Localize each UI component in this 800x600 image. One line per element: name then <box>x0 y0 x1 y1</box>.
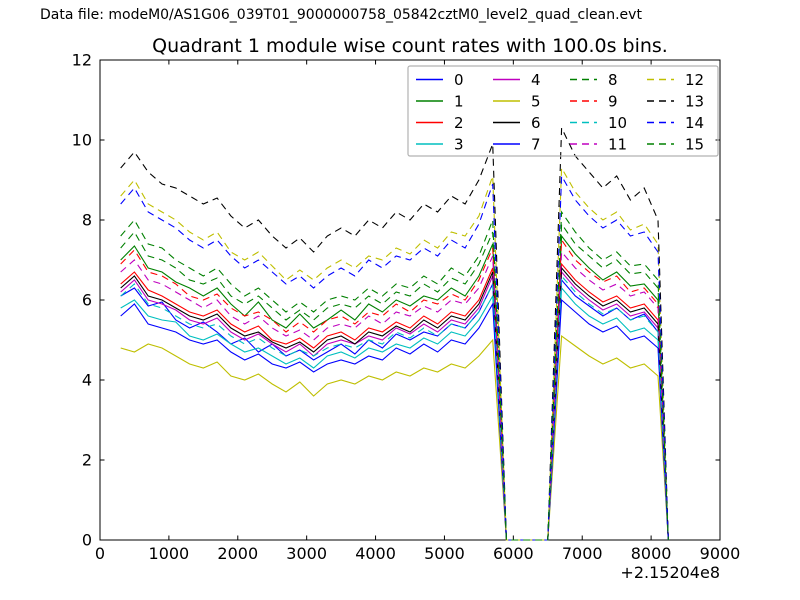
series-line-12 <box>120 166 669 541</box>
x-tick-label: 9000 <box>700 544 741 563</box>
x-tick-label: 6000 <box>493 544 534 563</box>
y-tick-label: 10 <box>72 131 92 150</box>
y-tick-label: 8 <box>82 211 92 230</box>
legend-entry-10: 10 <box>570 114 627 132</box>
legend-entry-11: 11 <box>570 136 627 154</box>
x-axis-offset-label: +2.15204e8 <box>620 563 720 582</box>
chart-title: Quadrant 1 module wise count rates with … <box>152 35 668 57</box>
legend-label-8: 8 <box>608 71 618 89</box>
x-tick-label: 3000 <box>286 544 327 563</box>
series-line-11 <box>120 250 669 541</box>
legend-entry-12: 12 <box>647 71 704 89</box>
series-line-6 <box>120 266 669 541</box>
series-line-15 <box>120 210 669 541</box>
legend-label-12: 12 <box>685 71 704 89</box>
series-line-8 <box>120 222 669 541</box>
legend-entry-2: 2 <box>416 114 464 132</box>
legend-label-13: 13 <box>685 93 704 111</box>
legend-label-14: 14 <box>685 114 704 132</box>
legend-label-2: 2 <box>454 114 464 132</box>
legend-label-0: 0 <box>454 71 464 89</box>
legend-label-6: 6 <box>531 114 541 132</box>
legend-label-4: 4 <box>531 71 541 89</box>
x-tick-label: 2000 <box>217 544 258 563</box>
x-tick-label: 4000 <box>355 544 396 563</box>
series-line-1 <box>120 234 669 541</box>
series-line-14 <box>120 174 669 541</box>
chart-root: 0 1000 2000 3000 4000 5000 6000 7000 8000 9000 0 2 4… <box>72 51 741 564</box>
legend-entry-6: 6 <box>493 114 541 132</box>
series-line-7 <box>120 298 669 541</box>
legend-label-1: 1 <box>454 93 464 111</box>
legend-entry-1: 1 <box>416 93 464 111</box>
x-tick-label: 1000 <box>149 544 190 563</box>
series-line-2 <box>120 262 669 541</box>
legend-entry-3: 3 <box>416 136 464 154</box>
legend-entry-7: 7 <box>493 136 541 154</box>
series-line-5 <box>120 334 669 541</box>
y-tick-label: 4 <box>82 371 92 390</box>
data-file-text: Data file: modeM0/AS1G06_039T01_90000007… <box>40 7 642 23</box>
y-tick-label: 12 <box>72 51 92 70</box>
legend-label-9: 9 <box>608 93 618 111</box>
legend-label-15: 15 <box>685 136 704 154</box>
x-tick-label: 8000 <box>631 544 672 563</box>
series-line-3 <box>120 286 669 541</box>
legend-frame <box>407 65 719 157</box>
plot-area <box>100 60 720 540</box>
y-tick-label: 6 <box>82 291 92 310</box>
x-tick-label: 7000 <box>562 544 603 563</box>
series-line-10 <box>120 274 669 541</box>
series-group <box>120 127 669 541</box>
series-line-0 <box>120 278 669 541</box>
x-tick-label: 0 <box>95 544 105 563</box>
legend-label-10: 10 <box>608 114 627 132</box>
legend-entry-15: 15 <box>647 136 704 154</box>
legend-entry-8: 8 <box>570 71 618 89</box>
legend-entry-9: 9 <box>570 93 618 111</box>
x-tick-label: 5000 <box>424 544 465 563</box>
y-tick-label: 0 <box>82 531 92 550</box>
legend-entry-0: 0 <box>416 71 464 89</box>
x-axis: 0 1000 2000 3000 4000 5000 6000 7000 8000 9000 <box>95 60 740 563</box>
legend-entry-13: 13 <box>647 93 704 111</box>
series-line-9 <box>120 238 669 541</box>
legend-label-5: 5 <box>531 93 541 111</box>
series-line-4 <box>120 270 669 541</box>
legend-entry-5: 5 <box>493 93 541 111</box>
y-tick-label: 2 <box>82 451 92 470</box>
legend-label-3: 3 <box>454 136 464 154</box>
legend-label-11: 11 <box>608 136 627 154</box>
legend-entry-14: 14 <box>647 114 704 132</box>
legend-entry-4: 4 <box>493 71 541 89</box>
legend-label-7: 7 <box>531 136 541 154</box>
